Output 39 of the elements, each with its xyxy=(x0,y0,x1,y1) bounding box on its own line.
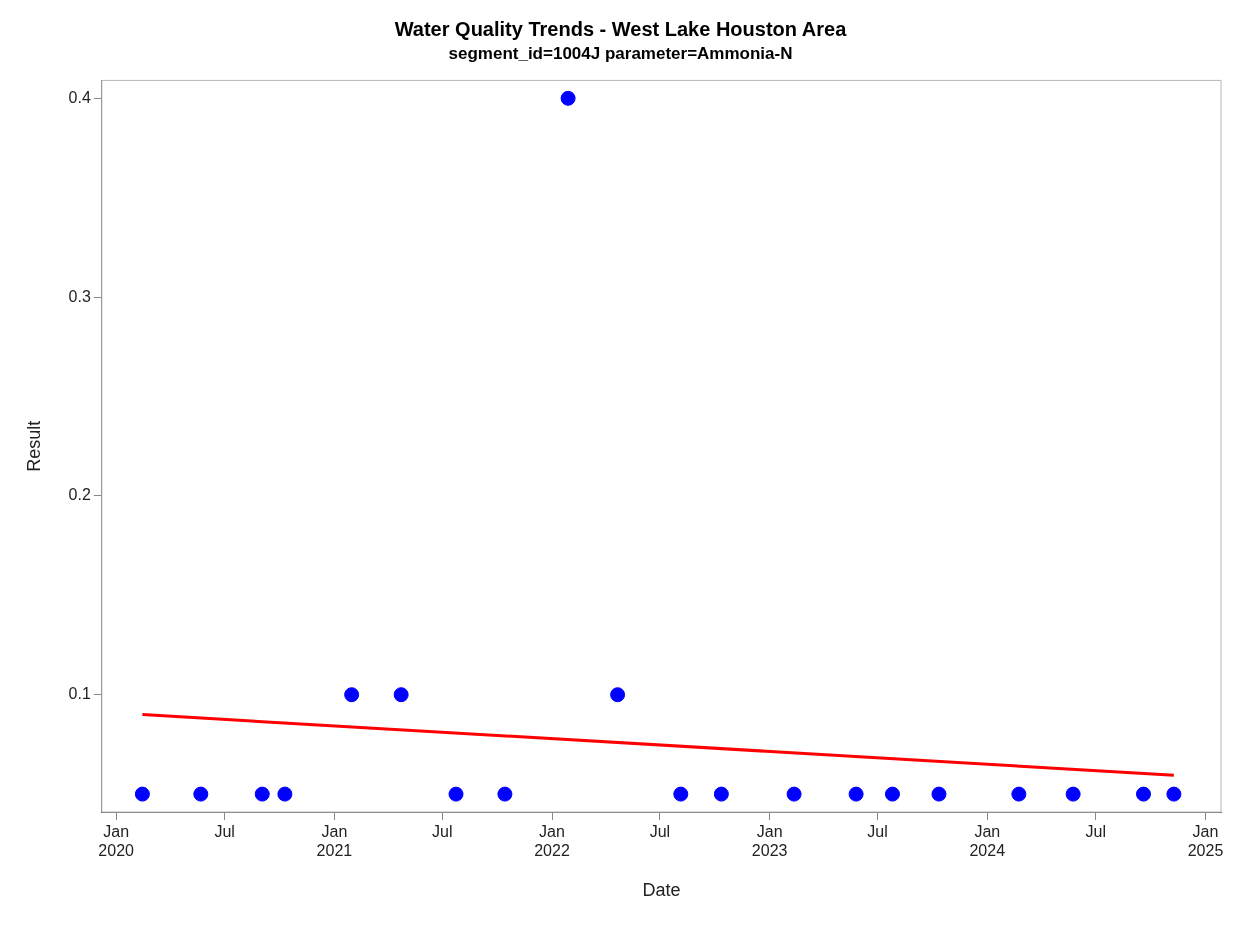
y-tick-label: 0.3 xyxy=(68,287,91,305)
point xyxy=(134,786,150,802)
y-tick-label: 0.2 xyxy=(68,486,91,504)
chart-subtitle: segment_id=1004J parameter=Ammonia-N xyxy=(448,43,793,63)
x-axis-title: Date xyxy=(642,880,681,901)
point xyxy=(448,786,464,802)
y-axis-title: Result xyxy=(23,420,44,472)
point xyxy=(1166,786,1182,802)
x-tick-label: Jul xyxy=(867,823,888,841)
point xyxy=(254,786,270,802)
point xyxy=(713,786,729,802)
x-tick-label: Jan 2023 xyxy=(751,823,788,860)
point xyxy=(560,90,576,106)
y-tick-label: 0.4 xyxy=(68,88,91,106)
x-tick-label: Jan 2025 xyxy=(1187,823,1224,860)
point xyxy=(673,786,689,802)
x-tick-label: Jan 2024 xyxy=(969,823,1006,860)
point xyxy=(610,687,626,703)
y-tick-label: 0.1 xyxy=(68,685,91,703)
point xyxy=(884,786,900,802)
point xyxy=(1065,786,1081,802)
point xyxy=(931,786,947,802)
point xyxy=(848,786,864,802)
point xyxy=(1011,786,1027,802)
x-tick-label: Jan 2022 xyxy=(534,823,570,860)
point xyxy=(497,786,513,802)
point xyxy=(193,786,209,802)
x-tick-label: Jul xyxy=(432,823,453,841)
point xyxy=(1135,786,1151,802)
x-tick-label: Jul xyxy=(1085,823,1107,841)
point xyxy=(277,786,293,802)
point xyxy=(786,786,802,802)
x-tick-label: Jan 2021 xyxy=(316,823,353,860)
x-tick-label: Jul xyxy=(649,823,671,841)
x-tick-label: Jul xyxy=(214,823,235,841)
point xyxy=(393,687,409,703)
chart-title: Water Quality Trends - West Lake Houston Area xyxy=(394,17,848,40)
point xyxy=(344,687,360,703)
x-tick-label: Jan 2020 xyxy=(98,823,135,860)
